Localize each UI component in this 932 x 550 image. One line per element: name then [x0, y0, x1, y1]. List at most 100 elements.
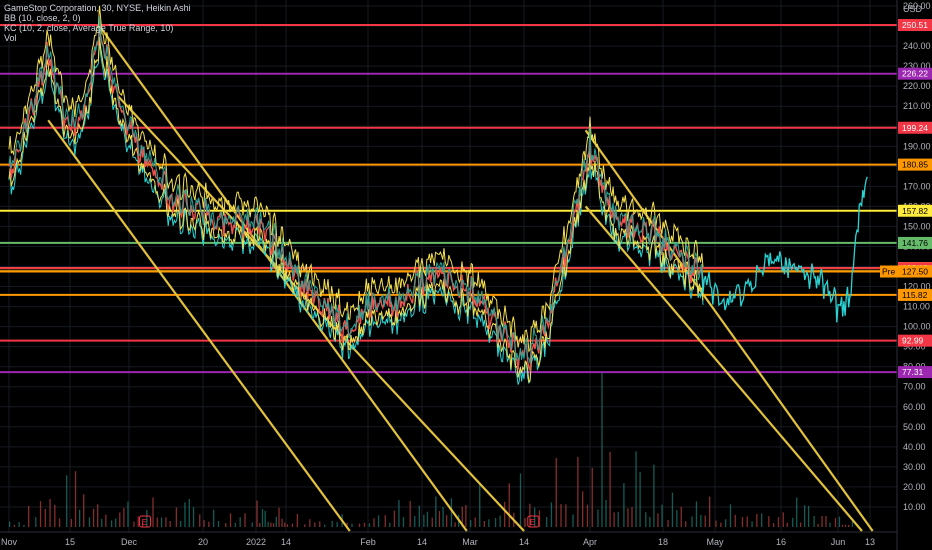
- price-tick-label: 30.00: [903, 462, 926, 472]
- time-tick-label: Apr: [583, 537, 597, 547]
- volume-bar: [560, 504, 562, 527]
- volume-bar: [667, 519, 669, 527]
- volume-bar: [639, 471, 641, 527]
- volume-bar: [123, 507, 125, 527]
- level-tag: [898, 121, 932, 134]
- price-tick-label: 210.00: [903, 101, 931, 111]
- pre-tag-label: Pre: [882, 267, 896, 277]
- volume-bar: [529, 503, 531, 527]
- volume-bar: [803, 505, 806, 527]
- volume-bar: [199, 514, 201, 527]
- volume-bars: [9, 371, 854, 527]
- volume-bar: [813, 516, 815, 527]
- level-tag-label: 250.51: [902, 20, 928, 30]
- volume-bar: [414, 516, 416, 527]
- volume-bar: [389, 522, 391, 527]
- price-series: [8, 5, 868, 385]
- volume-bar: [270, 522, 272, 527]
- volume-bar: [538, 510, 541, 527]
- time-tick-label: May: [706, 537, 724, 547]
- volume-bar: [550, 502, 553, 527]
- level-tag: [898, 334, 932, 347]
- trendline: [584, 205, 863, 532]
- volume-bar: [272, 523, 275, 527]
- time-tick-label: 14: [417, 537, 427, 547]
- level-tag-label: 226.22: [902, 69, 928, 79]
- volume-bar: [695, 501, 698, 527]
- volume-bar: [504, 501, 506, 527]
- volume-bar: [470, 520, 472, 527]
- volume-bar: [244, 513, 246, 527]
- grid: [0, 0, 897, 532]
- legend-bb[interactable]: BB (10, close, 2, 0): [4, 13, 81, 23]
- time-tick-label: Jun: [831, 537, 846, 547]
- volume-bar: [741, 517, 744, 527]
- volume-bar: [141, 522, 144, 527]
- price-tick-label: 60.00: [903, 402, 926, 412]
- volume-bar: [54, 504, 56, 527]
- volume-bar: [524, 518, 526, 527]
- level-tag-label: 157.82: [902, 206, 928, 216]
- level-tag: [898, 366, 932, 379]
- volume-bar: [175, 507, 178, 527]
- level-tag: [898, 67, 932, 80]
- volume-bar: [49, 498, 51, 527]
- volume-bar: [829, 522, 831, 527]
- volume-bar: [577, 456, 579, 527]
- volume-bar: [746, 516, 748, 527]
- volume-bar: [152, 497, 154, 527]
- volume-bar: [426, 511, 429, 527]
- volume-bar: [358, 523, 361, 527]
- volume-bar: [35, 517, 37, 527]
- volume-bar: [631, 507, 633, 527]
- volume-bar: [821, 515, 823, 527]
- volume-bar: [336, 522, 338, 527]
- volume-bar: [363, 522, 366, 527]
- volume-bar: [729, 504, 732, 527]
- volume-bar: [409, 501, 411, 527]
- volume-bar: [454, 522, 456, 527]
- volume-bar: [483, 521, 485, 527]
- volume-bar: [841, 524, 844, 527]
- volume-bar: [423, 514, 425, 527]
- price-tick-label: 70.00: [903, 382, 926, 392]
- price-tick-label: 120.00: [903, 282, 931, 292]
- chart-legend: GameStop Corporation, 30, NYSE, Heikin A…: [4, 3, 191, 43]
- volume-bar: [281, 518, 283, 527]
- legend-symbol[interactable]: GameStop Corporation, 30, NYSE, Heikin A…: [4, 3, 191, 13]
- price-tick-label: 220.00: [903, 81, 931, 91]
- volume-bar: [613, 512, 615, 527]
- volume-bar: [304, 524, 306, 527]
- time-tick-label: 14: [281, 537, 291, 547]
- trendlines: [47, 25, 874, 532]
- price-tick-label: 20.00: [903, 482, 926, 492]
- volume-bar: [169, 521, 171, 527]
- price-tick-label: 260.00: [903, 1, 931, 11]
- volume-bar: [431, 517, 433, 527]
- volume-bar: [324, 524, 326, 527]
- volume-bar: [398, 499, 400, 527]
- volume-bar: [156, 517, 158, 527]
- volume-bar: [817, 523, 819, 527]
- volume-bar: [188, 498, 190, 527]
- volume-bar: [259, 522, 261, 527]
- volume-bar: [286, 524, 289, 527]
- volume-bar: [691, 516, 693, 527]
- legend-kc[interactable]: KC (10, 2, close, Average True Range, 10…: [4, 23, 174, 33]
- volume-bar: [229, 513, 232, 527]
- price-tick-label: 190.00: [903, 141, 931, 151]
- volume-bar: [314, 522, 316, 527]
- trendline: [98, 25, 468, 532]
- time-axis: Nov 15 Dec 20 2022 14 Feb 14 Mar 14 Apr 18 May 16 Jun 1…: [0, 531, 897, 547]
- volume-bar: [192, 507, 195, 527]
- volume-bar: [807, 505, 810, 527]
- time-tick-label: 20: [198, 537, 208, 547]
- earnings-badge: [527, 515, 540, 528]
- volume-bar: [700, 514, 702, 527]
- volume-bar: [267, 521, 269, 527]
- volume-bar: [239, 517, 241, 527]
- legend-vol[interactable]: Vol: [4, 33, 17, 43]
